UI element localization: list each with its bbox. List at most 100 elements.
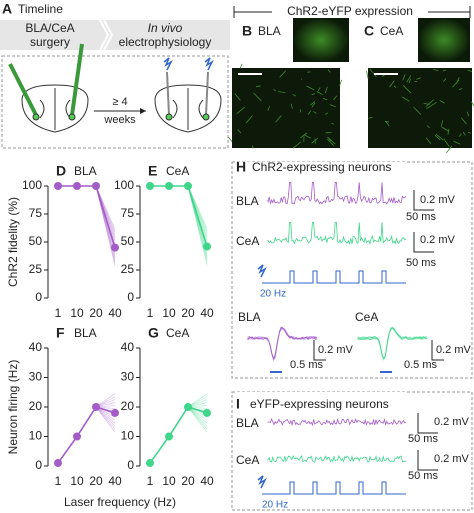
scale-bar (313, 340, 326, 361)
x-tick-label: 10 (162, 474, 176, 488)
panel-title: BLA (74, 326, 97, 340)
region: BLA (236, 416, 259, 430)
spike-trace (357, 327, 428, 359)
scale-label: 0.2 mV (434, 453, 470, 465)
scale-label: 50 ms (408, 433, 438, 445)
panel-label: F (56, 325, 65, 341)
panel-title: CeA (166, 164, 189, 178)
laser-label: 20 Hz (262, 500, 288, 511)
spike-trace (247, 325, 318, 361)
scale-label: 0.2 mV (420, 234, 456, 246)
point (54, 459, 62, 468)
scale-label: 0.2 mV (434, 416, 470, 428)
texture (366, 68, 474, 153)
point (203, 408, 211, 417)
x-tick-label: 40 (108, 306, 122, 320)
spike-trace (247, 327, 318, 362)
point (146, 182, 154, 190)
step-text: In vivo (148, 21, 183, 35)
laser-icon (257, 264, 267, 278)
individual-trace (95, 406, 116, 430)
micrograph (368, 68, 472, 148)
y-tick-label: 50 (121, 234, 135, 248)
panel-title: CeA (166, 326, 189, 340)
y-tick-label: 30 (29, 370, 43, 384)
individual-trace (95, 185, 116, 266)
scale-label: 0.2 mV (420, 194, 456, 206)
interval: ≥ 4 (112, 96, 127, 108)
y-tick-label: 0 (35, 290, 42, 304)
point (92, 182, 100, 190)
individual-trace (187, 406, 208, 433)
individual-trace (95, 406, 116, 433)
panel-label: H (236, 159, 246, 175)
micrograph (293, 18, 349, 62)
laser-label: 20 Hz (260, 289, 286, 300)
micrograph (232, 68, 340, 148)
spike-trace (357, 328, 428, 359)
panel-title: ChR2-expressing neurons (252, 160, 391, 174)
individual-trace (187, 406, 208, 427)
scale-label: 0.5 ms (404, 359, 438, 371)
region: BLA (236, 194, 259, 208)
region: CeA (380, 24, 403, 38)
mean-line (149, 406, 208, 464)
region: BLA (258, 24, 281, 38)
scale-bar (413, 190, 434, 211)
point (146, 459, 154, 468)
spike-trace (357, 326, 428, 361)
bracket-mask (272, 4, 428, 20)
point (203, 242, 211, 251)
scale-bar (417, 413, 438, 434)
panel-label: E (148, 163, 157, 179)
point (111, 408, 119, 417)
brain-left (8, 43, 89, 133)
x-tick-label: 10 (162, 306, 176, 320)
scale-label: 50 ms (406, 257, 436, 269)
laser-icon (257, 475, 267, 489)
panel-label: A (2, 1, 12, 17)
interval: weeks (103, 114, 136, 126)
arrow-head (140, 108, 146, 114)
spike-trace (247, 327, 318, 359)
individual-trace (187, 406, 208, 424)
point (165, 432, 173, 441)
individual-trace (187, 406, 208, 430)
point (54, 182, 62, 190)
panel-label: C (364, 23, 374, 39)
dashed-box (1, 55, 229, 149)
y-axis-label: ChR2 fidelity (%) (6, 197, 20, 287)
y-tick-label: 25 (29, 262, 43, 276)
scale-bar (417, 450, 438, 471)
panel-label: D (56, 163, 66, 179)
y-axis-label: Neuron firing (Hz) (6, 360, 20, 455)
point (111, 243, 119, 252)
trace (267, 182, 407, 205)
mean-line (150, 185, 208, 247)
micrograph (418, 18, 470, 62)
x-tick-label: 40 (108, 474, 122, 488)
individual-trace (95, 406, 116, 424)
point (92, 403, 100, 411)
y-tick-label: 0 (127, 290, 134, 304)
step-text: electrophysiology (119, 35, 212, 49)
y-tick-label: 40 (121, 340, 135, 354)
y-tick-label: 50 (29, 234, 43, 248)
x-tick-label: 1 (147, 306, 154, 320)
panel-title: BLA (74, 164, 97, 178)
point (73, 182, 81, 190)
y-tick-label: 100 (22, 178, 42, 192)
region: BLA (238, 310, 261, 324)
x-tick-label: 10 (70, 474, 84, 488)
spike-trace (357, 326, 428, 361)
y-tick-label: 25 (121, 262, 135, 276)
y-tick-label: 75 (29, 206, 43, 220)
spike-trace (247, 328, 318, 362)
individual-trace (187, 185, 208, 229)
step-text: BLA/CeA (25, 21, 74, 35)
trace (267, 417, 407, 427)
spike-trace (247, 327, 318, 358)
x-tick-label: 1 (55, 474, 62, 488)
spike-trace (357, 327, 428, 359)
